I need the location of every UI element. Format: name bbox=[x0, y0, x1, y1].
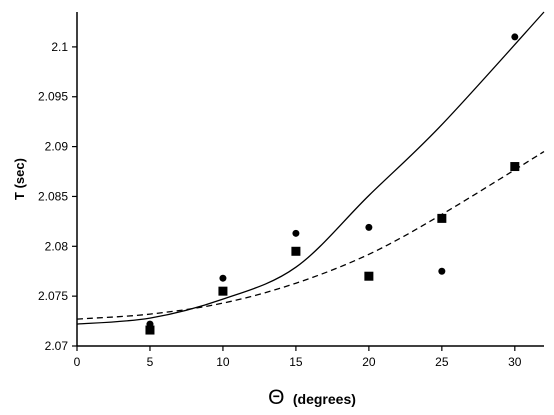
data-point-square bbox=[145, 325, 155, 335]
y-axis-ticks: 2.07 2.075 2.08 2.085 2.09 2.095 2.1 bbox=[38, 40, 77, 353]
data-point-square bbox=[291, 246, 301, 256]
x-tick-label: 15 bbox=[289, 355, 303, 369]
data-point-circle bbox=[511, 33, 519, 41]
data-point-square bbox=[364, 271, 374, 281]
y-tick-label: 2.085 bbox=[38, 189, 68, 203]
data-point-circle bbox=[365, 223, 373, 231]
x-tick-label: 30 bbox=[508, 355, 522, 369]
x-axis-ticks: 0 5 10 15 20 25 30 bbox=[74, 346, 522, 369]
y-tick-label: 2.075 bbox=[38, 289, 68, 303]
data-markers bbox=[145, 33, 520, 335]
y-tick-label: 2.095 bbox=[38, 90, 68, 104]
data-point-circle bbox=[219, 274, 227, 282]
x-axis-title: Θ (degrees) bbox=[268, 386, 356, 409]
x-axis-unit: (degrees) bbox=[293, 391, 356, 407]
data-point-circle bbox=[292, 229, 300, 237]
y-axis-title: T (sec) bbox=[12, 158, 27, 200]
x-tick-label: 0 bbox=[74, 355, 81, 369]
data-point-square bbox=[510, 162, 520, 172]
theta-symbol: Θ bbox=[268, 386, 284, 409]
data-point-square bbox=[218, 286, 228, 296]
fit-curve-solid bbox=[76, 11, 545, 325]
x-tick-label: 25 bbox=[435, 355, 449, 369]
y-tick-label: 2.1 bbox=[51, 40, 68, 54]
plot-area: 0 5 10 15 20 25 30 2.07 2.075 2.08 2.085 2.09 2.095… bbox=[38, 11, 545, 369]
y-tick-label: 2.08 bbox=[45, 239, 69, 253]
x-tick-label: 10 bbox=[216, 355, 230, 369]
x-tick-label: 5 bbox=[147, 355, 154, 369]
y-tick-label: 2.07 bbox=[45, 339, 69, 353]
fit-curve-dashed bbox=[76, 151, 545, 320]
fit-curves bbox=[76, 11, 545, 325]
x-tick-label: 20 bbox=[362, 355, 376, 369]
data-point-square bbox=[437, 213, 447, 223]
y-tick-label: 2.09 bbox=[45, 140, 69, 154]
data-point-circle bbox=[438, 267, 446, 275]
